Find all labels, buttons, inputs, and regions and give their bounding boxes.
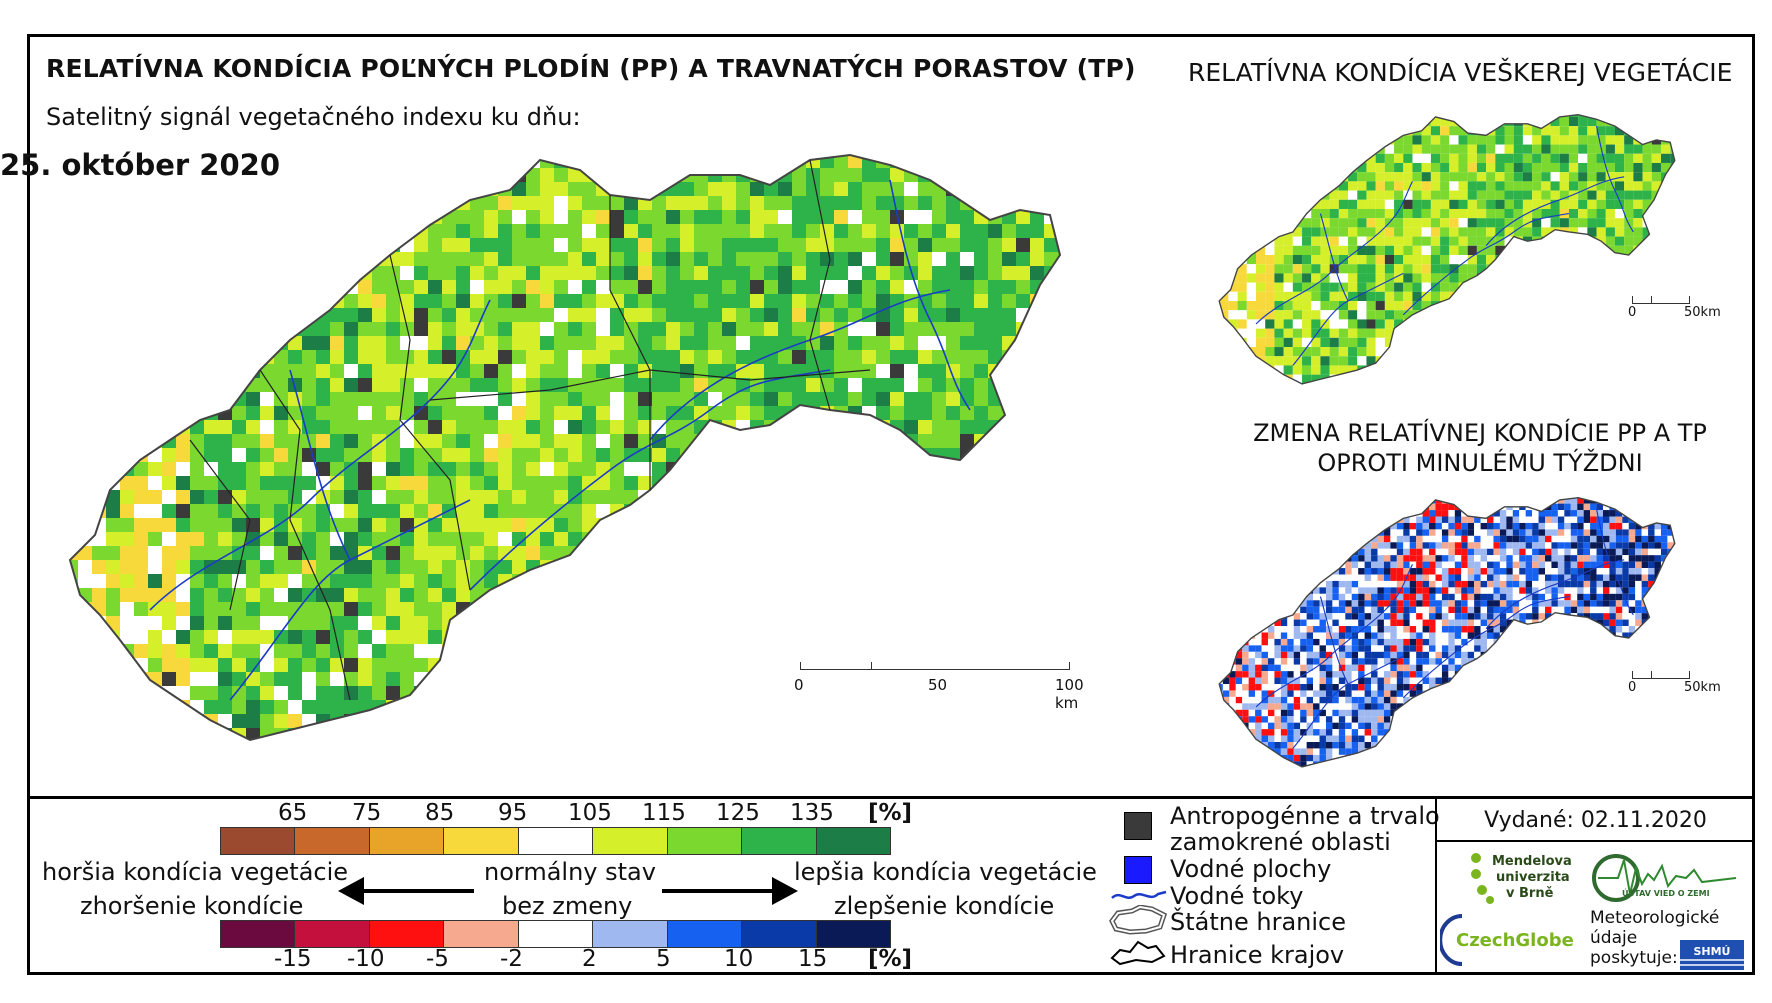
ramp-swatch (444, 921, 519, 947)
ramp-swatch (593, 828, 668, 854)
condition-tick: 85 (425, 800, 455, 826)
czechglobe-text: CzechGlobe (1456, 930, 1574, 951)
no-change-label: bez zmeny (502, 892, 633, 920)
change-tick: -5 (426, 946, 449, 972)
meteo-line1: Meteorologické (1590, 908, 1720, 928)
change-map (1218, 496, 1676, 768)
condition-tick: 115 (642, 800, 686, 826)
date-label: 25. október 2020 (0, 148, 281, 182)
left-arrow (338, 877, 474, 905)
ramp-swatch (295, 921, 370, 947)
change-tick: 5 (656, 946, 671, 972)
region-border-label: Hranice krajov (1170, 941, 1345, 969)
water-bodies-swatch (1124, 856, 1152, 884)
scale-tick: 0 (1628, 305, 1637, 320)
issued-box (1435, 797, 1757, 975)
water-bodies-label: Vodné plochy (1170, 855, 1332, 883)
change-tick: 15 (798, 946, 828, 972)
ramp-swatch (518, 828, 594, 854)
issued-divider (1435, 840, 1755, 842)
change-unit: [%] (868, 946, 913, 972)
change-tick: -2 (500, 946, 523, 972)
ustav-logo: ÚSTAV VIED O ZEMI (1592, 854, 1737, 902)
all-vegetation-title: RELATÍVNA KONDÍCIA VEŠKEREJ VEGETÁCIE (1188, 58, 1733, 87)
legend-divider (27, 796, 1755, 799)
region-border-icon (1110, 940, 1166, 966)
condition-unit: [%] (868, 800, 913, 826)
meteo-line3: poskytuje: (1590, 948, 1678, 968)
mendel-line3: v Brně (1506, 886, 1554, 901)
subtitle: Satelitný signál vegetačného indexu ku d… (46, 103, 581, 131)
condition-color-ramp (220, 827, 891, 855)
mendel-logo-dots (1471, 853, 1494, 904)
better-change-label: zlepšenie kondície (834, 892, 1055, 920)
shmu-text: SHMÚ (1693, 945, 1730, 958)
state-border-label: Štátne hranice (1170, 908, 1346, 936)
ramp-swatch (369, 921, 445, 947)
ramp-swatch (444, 828, 519, 854)
normal-label: normálny stav (484, 858, 656, 886)
ramp-swatch (667, 828, 743, 854)
ramp-swatch (742, 828, 817, 854)
condition-tick: 75 (352, 800, 382, 826)
scale-tick: 0 (1628, 680, 1637, 695)
scale-tick: 100 km (1055, 676, 1084, 712)
anthropogenic-swatch (1124, 812, 1152, 840)
change-tick: 10 (724, 946, 754, 972)
change-title-line1: ZMENA RELATÍVNEJ KONDÍCIE PP A TP (1253, 419, 1707, 447)
mendel-line2: univerzita (1496, 870, 1570, 885)
condition-tick: 65 (278, 800, 308, 826)
worse-change-label: zhoršenie kondície (80, 892, 304, 920)
ramp-swatch (295, 828, 370, 854)
better-label: lepšia kondícia vegetácie (794, 858, 1097, 886)
issued-date: Vydané: 02.11.2020 (1484, 808, 1707, 833)
meteo-line2: údaje (1590, 928, 1638, 948)
czechglobe-logo: CzechGlobe (1440, 914, 1574, 966)
condition-tick: 125 (716, 800, 760, 826)
main-condition-map (69, 154, 1061, 741)
ramp-swatch (667, 921, 743, 947)
river-line-icon (1111, 890, 1167, 899)
condition-tick: 135 (790, 800, 834, 826)
worse-label: horšia kondícia vegetácie (42, 858, 349, 886)
ramp-swatch (221, 921, 296, 947)
ramp-swatch (593, 921, 668, 947)
condition-tick: 105 (568, 800, 612, 826)
change-title-line2: OPROTI MINULÉMU TÝŽDNI (1317, 449, 1643, 477)
ramp-swatch (816, 828, 890, 854)
scale-tick: 0 (794, 676, 804, 694)
all-vegetation-map (1218, 113, 1676, 385)
rivers-label: Vodné toky (1170, 882, 1304, 910)
ustav-text: ÚSTAV VIED O ZEMI (1622, 887, 1710, 898)
change-tick: 2 (582, 946, 597, 972)
change-title: ZMENA RELATÍVNEJ KONDÍCIE PP A TP OPROTI… (1180, 418, 1772, 478)
scale-tick: 50km (1684, 305, 1721, 320)
mendel-line1: Mendelova (1492, 854, 1572, 869)
change-color-ramp (220, 920, 891, 948)
ramp-swatch (816, 921, 890, 947)
map-frame (27, 34, 1755, 975)
shmu-logo: SHMÚ (1680, 940, 1744, 970)
right-arrow (662, 877, 798, 905)
condition-tick: 95 (498, 800, 528, 826)
change-tick: -10 (347, 946, 385, 972)
scale-tick: 50km (1684, 680, 1721, 695)
state-border-icon (1109, 905, 1168, 935)
anthropogenic-label-2: zamokrené oblasti (1170, 828, 1391, 856)
anthropogenic-label-1: Antropogénne a trvalo (1170, 802, 1440, 830)
ramp-swatch (518, 921, 594, 947)
ramp-swatch (369, 828, 445, 854)
change-tick: -15 (274, 946, 312, 972)
ramp-swatch (742, 921, 817, 947)
ramp-swatch (221, 828, 296, 854)
scale-tick: 50 (928, 676, 948, 694)
main-title: RELATÍVNA KONDÍCIA POĽNÝCH PLODÍN (PP) A… (46, 54, 1136, 83)
